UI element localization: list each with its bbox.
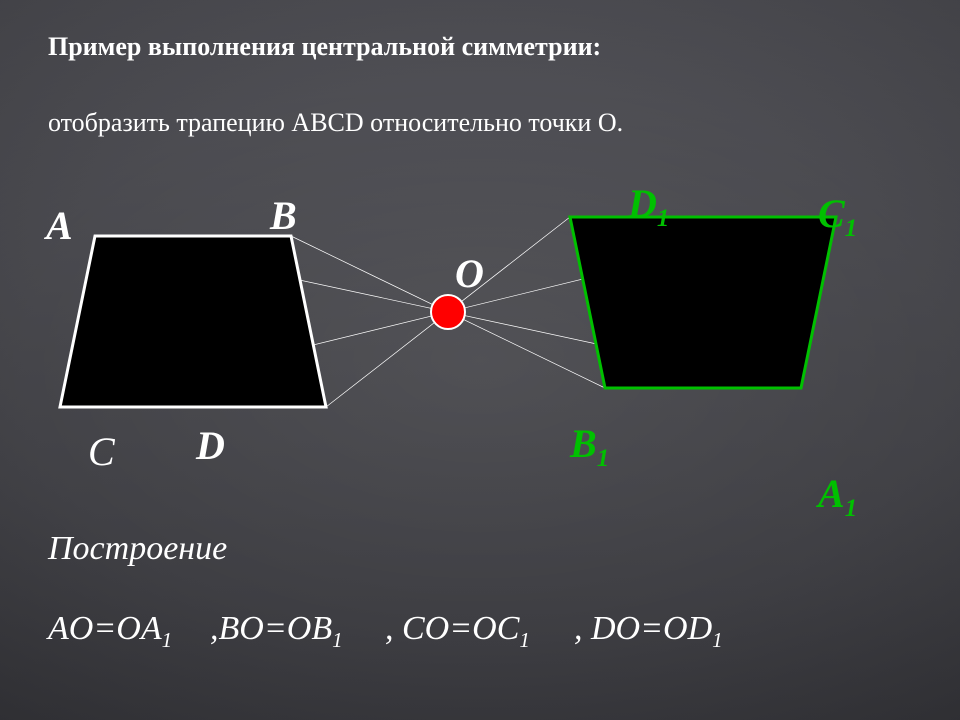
equality-bo: ,BO=OB1 [210, 610, 343, 653]
label-a1: A1 [818, 470, 857, 523]
label-b1: B1 [570, 420, 609, 473]
label-d: D [196, 422, 225, 469]
equality-co: , CO=OC1 [385, 610, 530, 653]
label-o: O [455, 250, 484, 297]
label-b: B [270, 192, 297, 239]
trapezoid-abcd [60, 236, 326, 407]
equality-do: , DO=OD1 [574, 610, 723, 653]
equality-ao: AO=OA1 [48, 610, 172, 653]
slide-canvas: Пример выполнения центральной симметрии:… [0, 0, 960, 720]
label-d1: D1 [628, 180, 669, 233]
label-c1: C1 [818, 190, 857, 243]
center-point-o [431, 295, 465, 329]
construction-heading: Построение [48, 530, 227, 568]
label-a: A [46, 202, 73, 249]
label-c: C [88, 428, 115, 475]
trapezoid-a1b1c1d1 [570, 217, 836, 388]
